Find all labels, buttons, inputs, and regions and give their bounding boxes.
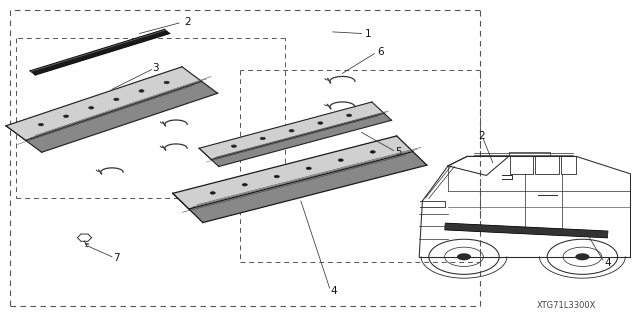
Polygon shape: [180, 154, 407, 213]
Circle shape: [306, 167, 311, 170]
Text: 5: 5: [396, 147, 402, 157]
Polygon shape: [26, 81, 218, 152]
Circle shape: [114, 98, 119, 100]
Circle shape: [260, 137, 266, 140]
Circle shape: [457, 253, 471, 260]
Circle shape: [232, 145, 237, 147]
Polygon shape: [16, 85, 195, 145]
Circle shape: [289, 130, 294, 132]
Circle shape: [89, 107, 94, 109]
Text: 2: 2: [478, 131, 484, 141]
Text: 6: 6: [377, 47, 383, 57]
Circle shape: [274, 175, 279, 178]
Polygon shape: [173, 136, 413, 209]
Text: 2: 2: [184, 17, 191, 27]
Polygon shape: [30, 29, 170, 75]
Circle shape: [139, 90, 144, 92]
Polygon shape: [199, 102, 384, 160]
Circle shape: [38, 123, 44, 126]
Polygon shape: [211, 113, 392, 167]
Circle shape: [210, 192, 215, 194]
Text: 3: 3: [152, 63, 159, 73]
Text: 7: 7: [113, 253, 120, 263]
Circle shape: [242, 183, 247, 186]
Circle shape: [347, 114, 352, 117]
Polygon shape: [205, 115, 380, 162]
Circle shape: [575, 253, 589, 260]
Circle shape: [318, 122, 323, 124]
Text: 4: 4: [331, 286, 337, 296]
Circle shape: [338, 159, 343, 161]
Polygon shape: [189, 152, 427, 223]
Circle shape: [164, 81, 169, 84]
Polygon shape: [6, 67, 202, 140]
Circle shape: [370, 151, 375, 153]
Text: XTG71L3300X: XTG71L3300X: [537, 301, 596, 310]
Text: 4: 4: [605, 258, 611, 268]
Circle shape: [63, 115, 68, 117]
Text: 1: 1: [365, 29, 371, 39]
